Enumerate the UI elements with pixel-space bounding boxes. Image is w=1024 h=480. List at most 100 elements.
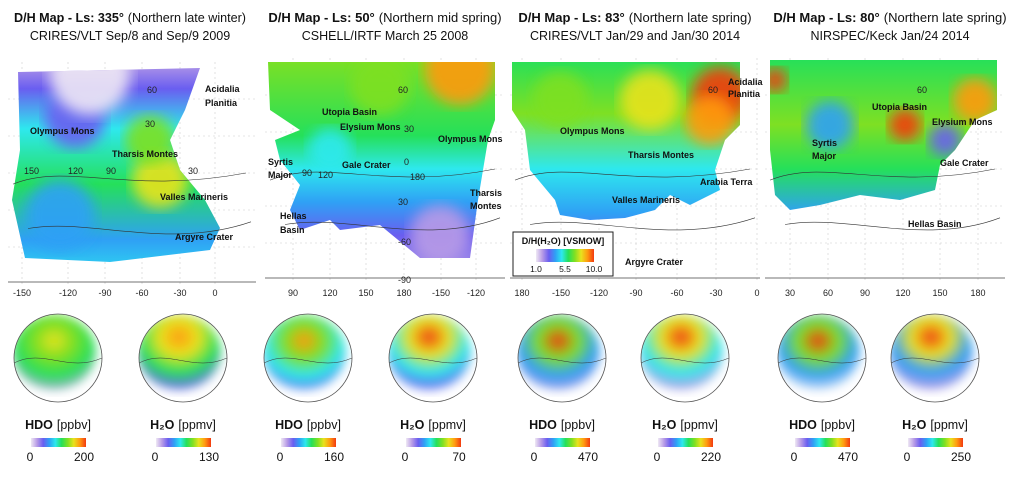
globe-limb	[13, 313, 103, 403]
dh-anomaly	[410, 205, 470, 258]
contour-label: 180	[410, 172, 425, 182]
longitude-tick: 0	[754, 288, 759, 298]
title-season: D/H Map - Ls: 80°	[773, 10, 879, 25]
unit: [ppbv]	[307, 418, 341, 432]
dh-anomaly	[953, 78, 997, 122]
dh-legend: D/H(H₂O) [VSMOW] 1.0 5.5 10.0	[512, 231, 614, 277]
species-name: H₂O	[400, 418, 425, 432]
feature-label: Arabia Terra	[700, 177, 753, 187]
title-season: D/H Map - Ls: 83°	[518, 10, 624, 25]
dh-anomaly	[889, 109, 921, 141]
longitude-tick: 60	[823, 288, 833, 298]
colorbar-min: 0	[27, 450, 34, 464]
longitude-tick: -90	[98, 288, 111, 298]
colorbar-max: 130	[199, 450, 219, 464]
topography-contour	[784, 217, 1001, 231]
colorbar-min: 0	[531, 450, 538, 464]
feature-label: Argyre Crater	[625, 257, 684, 267]
colorbar-min: 0	[402, 450, 409, 464]
dh-anomaly	[308, 128, 352, 172]
feature-label: Acidalia	[728, 77, 764, 87]
dh-anomaly	[929, 124, 961, 156]
longitude-tick: 150	[358, 288, 373, 298]
legend-title: D/H(H₂O) [VSMOW]	[522, 236, 605, 246]
colorbar-label: HDO [ppbv]	[275, 418, 341, 432]
legend-tick-min: 1.0	[530, 264, 542, 274]
dh-anomaly	[806, 101, 854, 149]
dh-anomaly	[125, 115, 175, 165]
longitude-tick: -120	[590, 288, 608, 298]
globe-limb	[263, 313, 353, 403]
colorbar-max: 470	[578, 450, 598, 464]
species-name: H₂O	[902, 418, 927, 432]
colorbar-max: 220	[701, 450, 721, 464]
globe-limb	[138, 313, 228, 403]
panel-3: D/H Map - Ls: 83° (Northern late spring) C…	[510, 10, 764, 464]
colorbar-label: H₂O [ppmv]	[150, 418, 216, 432]
topography-contour	[529, 217, 756, 231]
colorbar	[281, 438, 336, 447]
species-name: HDO	[789, 418, 817, 432]
h2o-globe-map: H₂O [ppmv] 0 70	[388, 313, 478, 464]
contour-label: 30	[188, 166, 198, 176]
panel-1: D/H Map - Ls: 335° (Northern late winter)…	[8, 10, 256, 464]
colorbar-max: 470	[838, 450, 858, 464]
feature-label: Acidalia	[205, 84, 241, 94]
longitude-tick: 120	[895, 288, 910, 298]
topography-contour	[284, 217, 501, 231]
contour-label: 0	[404, 157, 409, 167]
feature-label: Tharsis	[470, 188, 502, 198]
feature-label: Valles Marineris	[612, 195, 680, 205]
longitude-tick: -120	[467, 288, 485, 298]
dh-anomaly	[532, 72, 588, 128]
contour-label: 30	[398, 197, 408, 207]
topography-contour	[27, 221, 252, 235]
dh-anomaly	[132, 152, 188, 208]
unit: [ppmv]	[930, 418, 968, 432]
colorbar-min: 0	[152, 450, 159, 464]
panel-subtitle: NIRSPEC/Keck Jan/24 2014	[810, 29, 969, 43]
colorbar-max: 70	[452, 450, 466, 464]
feature-label: Elysium Mons	[932, 117, 993, 127]
hdo-globe-map: HDO [ppbv] 0 470	[517, 313, 607, 464]
globe-limb	[890, 313, 980, 403]
topography-contour	[769, 168, 996, 181]
feature-label: Elysium Mons	[340, 122, 401, 132]
unit: [ppbv]	[57, 418, 91, 432]
species-name: H₂O	[652, 418, 677, 432]
dh-anomaly	[25, 180, 95, 250]
legend-colorbar	[536, 249, 594, 262]
dh-color-field	[12, 68, 220, 262]
contour-label: 30	[404, 124, 414, 134]
topography-contour	[269, 168, 496, 181]
unit: [ppmv]	[680, 418, 718, 432]
dh-anomaly	[50, 68, 130, 115]
longitude-tick: -30	[709, 288, 722, 298]
globe-limb	[777, 313, 867, 403]
feature-label: Olympus Mons	[560, 126, 625, 136]
contour-label: 90	[302, 168, 312, 178]
contour-label: 30	[145, 119, 155, 129]
h2o-globe-map: H₂O [ppmv] 0 130	[138, 313, 228, 464]
contour-label: 150	[24, 166, 39, 176]
colorbar-min: 0	[791, 450, 798, 464]
title-description: (Northern late spring)	[884, 10, 1007, 25]
panel-title: D/H Map - Ls: 335° (Northern late winter)	[14, 10, 246, 25]
feature-label: Hellas	[280, 211, 307, 221]
feature-label: Utopia Basin	[322, 107, 377, 117]
colorbar-label: H₂O [ppmv]	[400, 418, 466, 432]
title-season: D/H Map - Ls: 50°	[268, 10, 374, 25]
unit: [ppmv]	[178, 418, 216, 432]
topography-contour	[514, 168, 751, 181]
dh-map: 60 Utopia Basin Elysium Mons Syrtis Major Gal…	[765, 58, 1005, 280]
unit: [ppbv]	[561, 418, 595, 432]
longitude-tick: 90	[860, 288, 870, 298]
contour-label: 120	[68, 166, 83, 176]
longitude-tick: 0	[212, 288, 217, 298]
colorbar-max: 160	[324, 450, 344, 464]
panel-subtitle: CRIRES/VLT Sep/8 and Sep/9 2009	[30, 29, 230, 43]
panel-title: D/H Map - Ls: 83° (Northern late spring)	[518, 10, 751, 25]
colorbar-min: 0	[654, 450, 661, 464]
colorbar	[658, 438, 713, 447]
